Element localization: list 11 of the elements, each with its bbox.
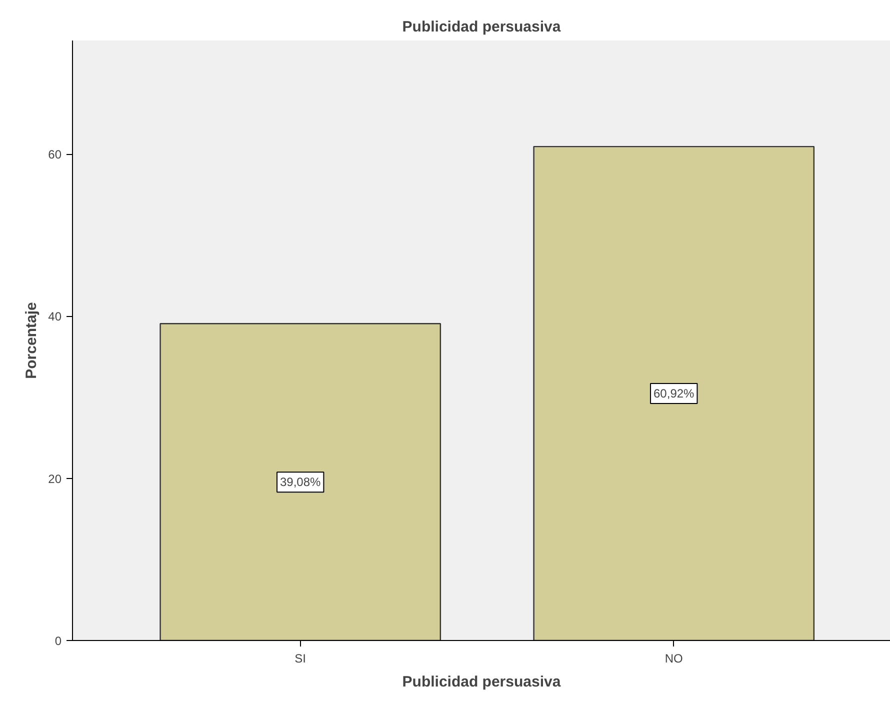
x-tick-label: SI <box>294 652 306 666</box>
y-axis-title: Porcentaje <box>23 302 40 379</box>
y-tick-label: 20 <box>48 472 62 486</box>
chart-title: Publicidad persuasiva <box>402 18 562 36</box>
data-label: 39,08% <box>280 475 322 490</box>
y-tick-label: 60 <box>48 148 62 162</box>
x-axis-title: Publicidad persuasiva <box>402 674 562 690</box>
y-tick-label: 0 <box>54 634 62 648</box>
x-tick-label: NO <box>664 652 683 666</box>
y-tick-label: 40 <box>48 310 62 324</box>
data-label: 60,92% <box>654 386 695 401</box>
